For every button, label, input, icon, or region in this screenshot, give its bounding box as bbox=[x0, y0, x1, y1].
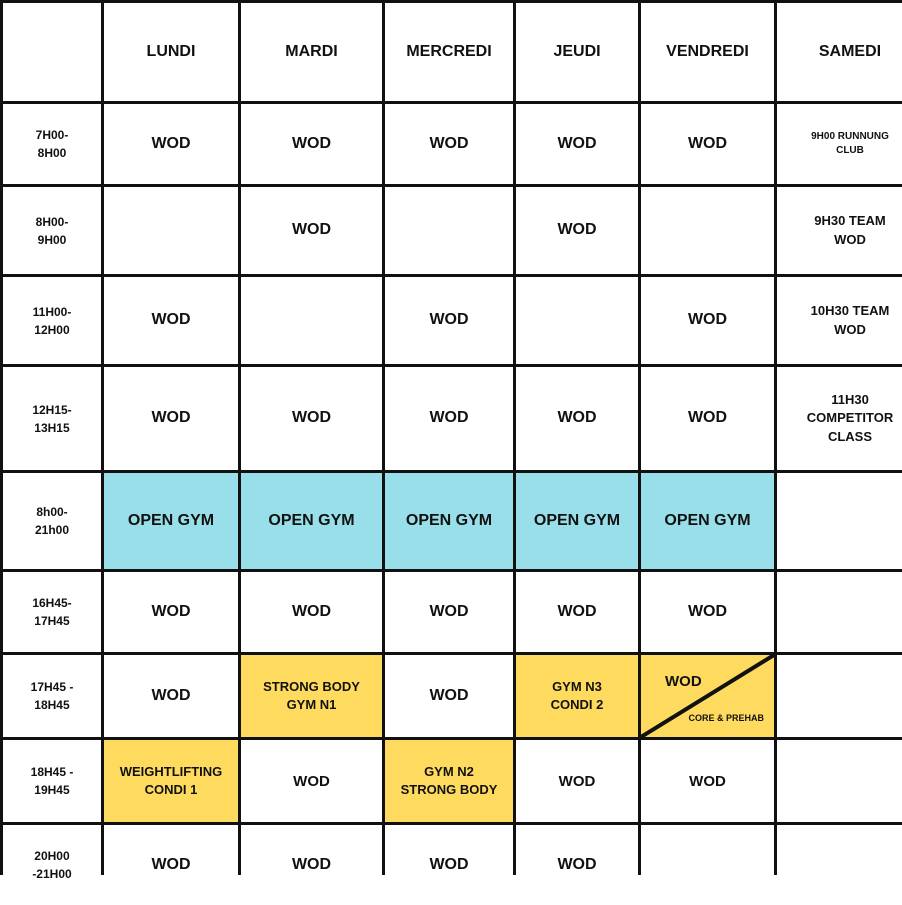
schedule-cell-samedi: 9H00 RUNNUNG CLUB bbox=[777, 104, 902, 184]
schedule-cell-jeudi: WOD bbox=[516, 367, 638, 470]
schedule-cell-mercredi: WOD bbox=[385, 104, 513, 184]
time-slot-label: 7H00- 8H00 bbox=[3, 104, 101, 184]
schedule-cell-mardi: WOD bbox=[241, 104, 382, 184]
schedule-cell-mardi: OPEN GYM bbox=[241, 473, 382, 569]
schedule-cell-mardi: STRONG BODY GYM N1 bbox=[241, 655, 382, 737]
time-slot-label: 11H00- 12H00 bbox=[3, 277, 101, 364]
schedule-cell-mercredi: WOD bbox=[385, 825, 513, 905]
schedule-cell-lundi: OPEN GYM bbox=[104, 473, 238, 569]
schedule-cell-jeudi: WOD bbox=[516, 572, 638, 652]
schedule-cell-vendredi: WOD bbox=[641, 277, 774, 364]
schedule-cell-mercredi: OPEN GYM bbox=[385, 473, 513, 569]
diagonal-divider bbox=[641, 655, 774, 737]
day-header-mardi: MARDI bbox=[241, 3, 382, 101]
schedule-cell-jeudi: WOD bbox=[516, 825, 638, 905]
time-slot-label: 16H45- 17H45 bbox=[3, 572, 101, 652]
schedule-cell-mercredi: GYM N2 STRONG BODY bbox=[385, 740, 513, 822]
corner-cell bbox=[3, 3, 101, 101]
time-slot-label: 8H00- 9H00 bbox=[3, 187, 101, 274]
schedule-cell-mardi: WOD bbox=[241, 187, 382, 274]
day-header-lundi: LUNDI bbox=[104, 3, 238, 101]
day-header-vendredi: VENDREDI bbox=[641, 3, 774, 101]
empty-cell bbox=[516, 277, 638, 364]
schedule-cell-samedi: 9H30 TEAM WOD bbox=[777, 187, 902, 274]
empty-cell bbox=[641, 187, 774, 274]
time-slot-label: 17H45 - 18H45 bbox=[3, 655, 101, 737]
schedule-cell-mardi: WOD bbox=[241, 367, 382, 470]
schedule-cell-lundi: WOD bbox=[104, 277, 238, 364]
time-slot-label: 18H45 - 19H45 bbox=[3, 740, 101, 822]
schedule-cell-lundi: WEIGHTLIFTING CONDI 1 bbox=[104, 740, 238, 822]
class-label: WOD bbox=[665, 673, 702, 690]
schedule-cell-mercredi: WOD bbox=[385, 367, 513, 470]
schedule-cell-lundi: WOD bbox=[104, 825, 238, 905]
schedule-cell-mardi: WOD bbox=[241, 572, 382, 652]
schedule-cell-lundi: WOD bbox=[104, 655, 238, 737]
schedule-cell-vendredi: OPEN GYM bbox=[641, 473, 774, 569]
empty-cell bbox=[241, 277, 382, 364]
schedule-cell-mercredi: WOD bbox=[385, 277, 513, 364]
empty-cell bbox=[777, 655, 902, 737]
time-slot-label: 8h00- 21h00 bbox=[3, 473, 101, 569]
schedule-cell-lundi: WOD bbox=[104, 104, 238, 184]
empty-cell bbox=[777, 572, 902, 652]
schedule-cell-vendredi: WOD bbox=[641, 572, 774, 652]
schedule-cell-jeudi: WOD bbox=[516, 187, 638, 274]
empty-cell bbox=[641, 825, 774, 905]
empty-cell bbox=[777, 473, 902, 569]
day-header-samedi: SAMEDI bbox=[777, 3, 902, 101]
empty-cell bbox=[104, 187, 238, 274]
empty-cell bbox=[385, 187, 513, 274]
schedule-cell-vendredi: WOD bbox=[641, 740, 774, 822]
schedule-cell-jeudi: OPEN GYM bbox=[516, 473, 638, 569]
schedule-cell-jeudi: WOD bbox=[516, 740, 638, 822]
schedule-cell-vendredi: WOD bbox=[641, 104, 774, 184]
day-header-jeudi: JEUDI bbox=[516, 3, 638, 101]
schedule-cell-samedi: 11H30 COMPETITOR CLASS bbox=[777, 367, 902, 470]
schedule-cell-vendredi: WOD CORE & PREHAB bbox=[641, 655, 774, 737]
schedule-cell-mardi: WOD bbox=[241, 825, 382, 905]
schedule-cell-vendredi: WOD bbox=[641, 367, 774, 470]
schedule-cell-mercredi: WOD bbox=[385, 572, 513, 652]
schedule-table: LUNDI MARDI MERCREDI JEUDI VENDREDI SAMEDI 7H0… bbox=[0, 0, 902, 881]
schedule-cell-jeudi: WOD bbox=[516, 104, 638, 184]
schedule-cell-lundi: WOD bbox=[104, 572, 238, 652]
day-header-mercredi: MERCREDI bbox=[385, 3, 513, 101]
time-slot-label: 12H15- 13H15 bbox=[3, 367, 101, 470]
empty-cell bbox=[777, 740, 902, 822]
schedule-cell-mardi: WOD bbox=[241, 740, 382, 822]
class-label-secondary: CORE & PREHAB bbox=[688, 713, 764, 724]
schedule-cell-lundi: WOD bbox=[104, 367, 238, 470]
empty-cell bbox=[777, 825, 902, 905]
time-slot-label: 20H00 -21H00 bbox=[3, 825, 101, 905]
schedule-cell-samedi: 10H30 TEAM WOD bbox=[777, 277, 902, 364]
schedule-cell-jeudi: GYM N3 CONDI 2 bbox=[516, 655, 638, 737]
schedule-cell-mercredi: WOD bbox=[385, 655, 513, 737]
